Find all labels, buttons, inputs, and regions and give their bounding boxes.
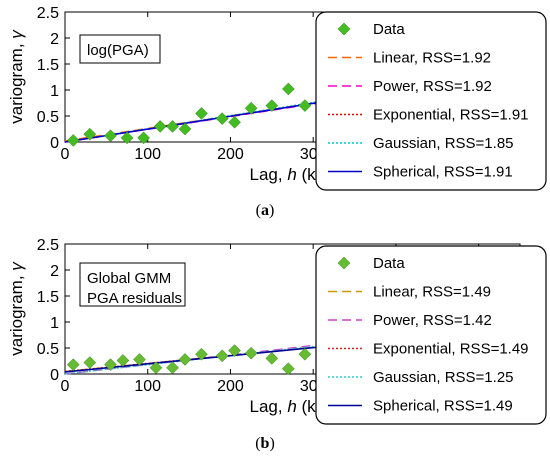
legend-label-1: Linear, RSS=1.92 <box>373 50 491 67</box>
panel-label: (b) <box>255 435 275 452</box>
x-tick-label: 100 <box>134 146 161 163</box>
y-tick-label: 1 <box>50 83 59 100</box>
x-tick-label: 0 <box>61 378 70 395</box>
legend-label-4: Gaussian, RSS=1.85 <box>373 135 514 152</box>
legend-label-5: Spherical, RSS=1.49 <box>373 398 513 415</box>
y-tick-label: 0 <box>50 367 59 384</box>
legend-label-2: Power, RSS=1.42 <box>373 312 492 329</box>
data-point <box>265 352 279 365</box>
y-tick-label: 0.5 <box>37 109 59 126</box>
data-point <box>282 362 295 376</box>
legend-label-3: Exponential, RSS=1.91 <box>373 107 529 124</box>
y-tick-label: 2.5 <box>37 237 59 254</box>
data-point <box>104 129 117 143</box>
x-tick-label: 200 <box>217 146 244 163</box>
data-point <box>265 99 279 112</box>
y-tick-label: 1 <box>50 315 59 332</box>
panel-label: (a) <box>256 202 275 219</box>
y-tick-label: 2 <box>50 31 59 48</box>
y-axis-label: variogram, γ <box>7 261 26 356</box>
data-point <box>66 358 80 371</box>
y-tick-label: 1.5 <box>37 57 59 74</box>
data-point <box>137 131 150 145</box>
x-tick-label: 100 <box>134 378 161 395</box>
data-point <box>298 99 312 112</box>
legend-label-2: Power, RSS=1.92 <box>373 78 492 95</box>
data-point <box>178 122 192 136</box>
data-point <box>166 361 179 375</box>
legend-label-1: Linear, RSS=1.49 <box>373 284 491 301</box>
legend-label-3: Exponential, RSS=1.49 <box>373 341 529 358</box>
data-point <box>166 120 179 133</box>
data-point <box>228 344 241 357</box>
legend-box <box>315 11 547 191</box>
data-point <box>120 131 134 145</box>
data-point <box>153 120 167 133</box>
y-tick-label: 2.5 <box>37 5 59 22</box>
annotation-text: PGA residuals <box>87 290 182 307</box>
data-point <box>133 353 146 366</box>
data-point <box>116 354 130 367</box>
y-tick-label: 0.5 <box>37 341 59 358</box>
data-point <box>282 82 295 96</box>
data-point <box>215 349 229 363</box>
y-tick-label: 1.5 <box>37 289 59 306</box>
y-axis-label: variogram, γ <box>7 29 26 124</box>
annotation-text: log(PGA) <box>87 42 149 59</box>
legend-label-data: Data <box>373 21 405 38</box>
annotation-box <box>79 34 161 64</box>
legend-marker-data <box>337 22 351 36</box>
annotation-text: Global GMM <box>87 270 171 287</box>
data-point <box>195 107 208 120</box>
data-point <box>228 115 241 129</box>
data-point <box>104 358 117 371</box>
x-tick-label: 0 <box>61 146 70 163</box>
data-point <box>298 347 312 361</box>
data-point <box>178 353 192 366</box>
data-point <box>149 361 163 375</box>
legend-marker-data <box>337 256 351 270</box>
data-point <box>244 346 258 360</box>
data-point <box>66 134 80 147</box>
data-point <box>83 127 97 141</box>
data-point <box>83 356 97 369</box>
y-tick-label: 2 <box>50 263 59 280</box>
x-tick-label: 200 <box>217 378 244 395</box>
data-point <box>215 112 229 125</box>
legend-box <box>315 245 547 425</box>
legend-label-4: Gaussian, RSS=1.25 <box>373 369 514 386</box>
legend-label-data: Data <box>373 255 405 272</box>
annotation-box <box>79 262 186 307</box>
y-tick-label: 0 <box>50 135 59 152</box>
data-point <box>195 347 208 361</box>
data-point <box>244 101 258 115</box>
legend-label-5: Spherical, RSS=1.91 <box>373 164 513 181</box>
